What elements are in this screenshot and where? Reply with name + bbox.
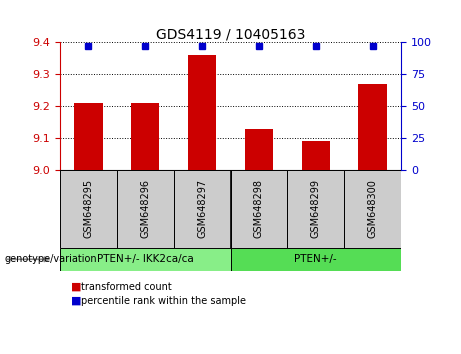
Text: PTEN+/-: PTEN+/- [295, 254, 337, 264]
Text: ■: ■ [71, 296, 82, 306]
Bar [301, 141, 330, 170]
Text: GSM648298: GSM648298 [254, 179, 264, 238]
Bar [174, 170, 230, 248]
Bar [188, 55, 216, 170]
Text: GSM648296: GSM648296 [140, 179, 150, 238]
Text: genotype/variation: genotype/variation [5, 254, 97, 264]
Text: GSM648300: GSM648300 [367, 179, 378, 238]
Bar [358, 84, 387, 170]
Bar [245, 129, 273, 170]
Text: GSM648295: GSM648295 [83, 179, 94, 239]
Bar [60, 170, 117, 248]
Bar [131, 103, 160, 170]
Bar [287, 170, 344, 248]
Bar [60, 248, 230, 271]
Text: ■: ■ [71, 282, 82, 292]
Bar [117, 170, 174, 248]
Text: percentile rank within the sample: percentile rank within the sample [81, 296, 246, 306]
Text: GSM648297: GSM648297 [197, 179, 207, 239]
Bar [230, 248, 401, 271]
Text: transformed count: transformed count [81, 282, 171, 292]
Text: PTEN+/- IKK2ca/ca: PTEN+/- IKK2ca/ca [97, 254, 194, 264]
Text: GSM648299: GSM648299 [311, 179, 321, 238]
Bar [230, 170, 287, 248]
Bar [344, 170, 401, 248]
Bar [74, 103, 102, 170]
Title: GDS4119 / 10405163: GDS4119 / 10405163 [156, 27, 305, 41]
